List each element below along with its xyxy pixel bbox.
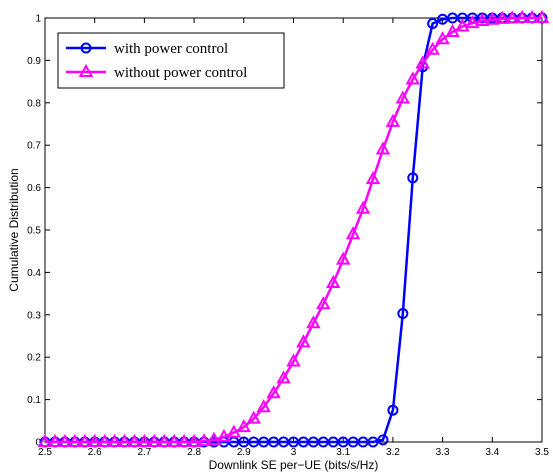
data-point-triangle [97, 433, 112, 447]
data-point-triangle [226, 424, 242, 438]
y-tick-label: 0.9 [27, 56, 41, 67]
data-point-triangle [186, 433, 202, 447]
data-point-triangle [67, 433, 83, 447]
x-tick-label: 3.2 [386, 447, 400, 458]
data-point-triangle [266, 385, 281, 399]
data-point-triangle [495, 10, 510, 24]
data-point-triangle [534, 9, 550, 23]
legend: with power control without power control [57, 32, 285, 89]
data-point-triangle [286, 353, 301, 367]
y-tick-label: 0 [35, 438, 41, 449]
data-point-triangle [385, 113, 401, 127]
data-point-triangle [306, 315, 321, 329]
legend-label-with-power: with power control [114, 41, 228, 57]
data-point-triangle [236, 419, 251, 433]
data-point-triangle [296, 334, 311, 348]
x-axis: 2.5 2.6 2.7 2.8 2.9 3 3.1 3.2 3.3 3.4 3.5 [38, 18, 549, 458]
x-axis-label: Downlink SE per−UE (bits/s/Hz) [209, 458, 379, 472]
data-point-triangle [524, 9, 540, 23]
plot-area [37, 9, 550, 448]
y-axis-label: Cumulative Distribution [7, 168, 21, 291]
data-point-triangle [405, 71, 420, 85]
data-point-triangle [336, 251, 351, 265]
data-point-circle [427, 18, 439, 30]
x-tick-label: 3.3 [436, 447, 450, 458]
y-tick-label: 0.6 [27, 183, 41, 194]
data-point-triangle [107, 433, 122, 447]
x-tick-label: 3.5 [535, 447, 549, 458]
x-tick-label: 2.6 [88, 447, 102, 458]
data-point-triangle [365, 171, 381, 185]
data-point-triangle [445, 23, 460, 37]
y-tick-label: 0.3 [27, 310, 41, 321]
data-point-triangle [176, 433, 192, 447]
data-point-circle [387, 404, 399, 416]
data-point-triangle [276, 370, 291, 384]
data-point-triangle [435, 31, 450, 45]
data-point-triangle [196, 433, 212, 447]
y-tick-label: 1 [35, 14, 41, 25]
data-point-triangle [137, 433, 152, 447]
y-axis: 0 0.1 0.2 0.3 0.4 0.5 0.6 0.7 0.8 0.9 1 [27, 14, 542, 449]
data-point-triangle [326, 274, 341, 288]
legend-label-without-power: without power control [114, 65, 247, 81]
data-point-triangle [167, 433, 182, 447]
y-tick-label: 0.8 [27, 98, 41, 109]
data-point-triangle [117, 433, 132, 447]
data-point-triangle [87, 433, 102, 447]
data-point-triangle [206, 431, 222, 445]
plot-frame [44, 17, 543, 443]
x-tick-label: 2.9 [237, 447, 251, 458]
x-tick-label: 2.7 [137, 447, 151, 458]
data-point-circle [407, 172, 419, 184]
data-point-triangle [47, 433, 63, 447]
x-tick-label: 3.1 [336, 447, 350, 458]
y-tick-label: 0.4 [27, 268, 41, 279]
legend-box [57, 32, 285, 89]
data-point-triangle [465, 15, 480, 29]
data-point-triangle [216, 428, 232, 442]
data-point-triangle [415, 55, 430, 69]
data-point-triangle [485, 11, 500, 25]
y-tick-label: 0.2 [27, 353, 41, 364]
data-point-triangle [127, 433, 142, 447]
data-point-triangle [345, 226, 361, 240]
data-point-triangle [57, 433, 73, 447]
data-point-triangle [425, 41, 440, 55]
data-point-triangle [246, 410, 261, 424]
data-point-triangle [395, 90, 411, 104]
series-without-power-control [37, 9, 550, 447]
data-point-circle [377, 434, 389, 446]
y-tick-label: 0.1 [27, 395, 41, 406]
data-point-triangle [157, 433, 172, 447]
x-tick-label: 3 [291, 447, 297, 458]
data-point-triangle [256, 399, 271, 413]
data-point-triangle [355, 200, 371, 214]
x-tick-label: 3.4 [485, 447, 499, 458]
data-point-circle [367, 436, 379, 448]
data-point-triangle [77, 433, 92, 447]
data-point-triangle [147, 433, 162, 447]
data-point-circle [437, 13, 449, 25]
y-tick-label: 0.7 [27, 141, 41, 152]
data-point-triangle [475, 12, 490, 26]
data-point-triangle [375, 141, 391, 155]
data-point-circle [397, 308, 409, 320]
x-tick-label: 2.5 [38, 447, 52, 458]
legend-marker-without-power [78, 63, 94, 77]
data-point-triangle [514, 9, 530, 23]
data-point-triangle [37, 433, 53, 447]
data-point-triangle [316, 296, 331, 310]
x-tick-label: 2.8 [187, 447, 201, 458]
data-point-triangle [504, 10, 520, 24]
legend-marker-with-power [80, 42, 92, 54]
data-point-triangle [455, 18, 470, 32]
y-tick-label: 0.5 [27, 226, 41, 237]
